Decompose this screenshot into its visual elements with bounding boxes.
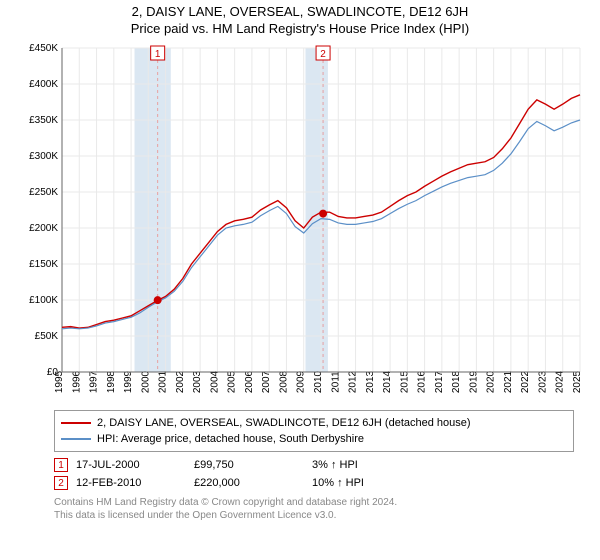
legend-label: 2, DAISY LANE, OVERSEAL, SWADLINCOTE, DE… <box>97 415 471 431</box>
sale-delta: 10% ↑ HPI <box>312 477 422 489</box>
chart-area: £0£50K£100K£150K£200K£250K£300K£350K£400… <box>16 42 586 402</box>
svg-text:2000: 2000 <box>140 370 151 393</box>
svg-text:2012: 2012 <box>348 370 359 393</box>
footer-line-1: Contains HM Land Registry data © Crown c… <box>54 496 592 509</box>
legend-row: HPI: Average price, detached house, Sout… <box>61 431 567 447</box>
svg-text:1995: 1995 <box>54 370 65 393</box>
svg-text:1997: 1997 <box>89 370 100 393</box>
sales-list: 1 17-JUL-2000 £99,750 3% ↑ HPI 2 12-FEB-2010 £… <box>54 458 592 490</box>
svg-text:2014: 2014 <box>382 370 393 393</box>
svg-text:2013: 2013 <box>365 370 376 393</box>
footer-line-2: This data is licensed under the Open Gov… <box>54 509 592 522</box>
svg-text:2025: 2025 <box>572 370 583 393</box>
sale-marker-icon: 2 <box>54 476 68 490</box>
sale-row: 2 12-FEB-2010 £220,000 10% ↑ HPI <box>54 476 592 490</box>
sale-delta: 3% ↑ HPI <box>312 459 422 471</box>
svg-text:2024: 2024 <box>555 370 566 393</box>
svg-text:2001: 2001 <box>158 370 169 393</box>
sale-price: £220,000 <box>194 477 304 489</box>
svg-text:2015: 2015 <box>399 370 410 393</box>
sale-price: £99,750 <box>194 459 304 471</box>
svg-text:1: 1 <box>155 49 161 60</box>
sale-date: 12-FEB-2010 <box>76 477 186 489</box>
svg-text:2021: 2021 <box>503 370 514 393</box>
svg-text:£150K: £150K <box>29 259 58 270</box>
chart-title: 2, DAISY LANE, OVERSEAL, SWADLINCOTE, DE… <box>8 4 592 19</box>
legend-row: 2, DAISY LANE, OVERSEAL, SWADLINCOTE, DE… <box>61 415 567 431</box>
footer-attribution: Contains HM Land Registry data © Crown c… <box>54 496 592 522</box>
svg-text:2006: 2006 <box>244 370 255 393</box>
svg-text:1996: 1996 <box>71 370 82 393</box>
svg-text:2018: 2018 <box>451 370 462 393</box>
sale-row: 1 17-JUL-2000 £99,750 3% ↑ HPI <box>54 458 592 472</box>
svg-text:£250K: £250K <box>29 187 58 198</box>
svg-text:2: 2 <box>320 49 326 60</box>
svg-text:2002: 2002 <box>175 370 186 393</box>
chart-subtitle: Price paid vs. HM Land Registry's House … <box>8 21 592 36</box>
svg-text:2023: 2023 <box>537 370 548 393</box>
svg-text:2017: 2017 <box>434 370 445 393</box>
svg-text:2009: 2009 <box>296 370 307 393</box>
svg-text:£350K: £350K <box>29 115 58 126</box>
svg-text:£100K: £100K <box>29 295 58 306</box>
svg-text:£50K: £50K <box>35 331 59 342</box>
svg-text:£450K: £450K <box>29 43 58 54</box>
svg-text:£300K: £300K <box>29 151 58 162</box>
svg-text:2019: 2019 <box>468 370 479 393</box>
sale-date: 17-JUL-2000 <box>76 459 186 471</box>
svg-text:2005: 2005 <box>227 370 238 393</box>
svg-text:£400K: £400K <box>29 79 58 90</box>
svg-text:1999: 1999 <box>123 370 134 393</box>
svg-text:1998: 1998 <box>106 370 117 393</box>
svg-text:2004: 2004 <box>209 370 220 393</box>
svg-text:2016: 2016 <box>417 370 428 393</box>
svg-text:2003: 2003 <box>192 370 203 393</box>
svg-text:2010: 2010 <box>313 370 324 393</box>
svg-text:2007: 2007 <box>261 370 272 393</box>
svg-text:2022: 2022 <box>520 370 531 393</box>
legend-swatch <box>61 438 91 440</box>
legend: 2, DAISY LANE, OVERSEAL, SWADLINCOTE, DE… <box>54 410 574 452</box>
svg-text:£200K: £200K <box>29 223 58 234</box>
legend-swatch <box>61 422 91 424</box>
legend-label: HPI: Average price, detached house, Sout… <box>97 431 364 447</box>
svg-text:2020: 2020 <box>486 370 497 393</box>
sale-marker-icon: 1 <box>54 458 68 472</box>
svg-text:2011: 2011 <box>330 371 341 393</box>
svg-text:2008: 2008 <box>278 370 289 393</box>
